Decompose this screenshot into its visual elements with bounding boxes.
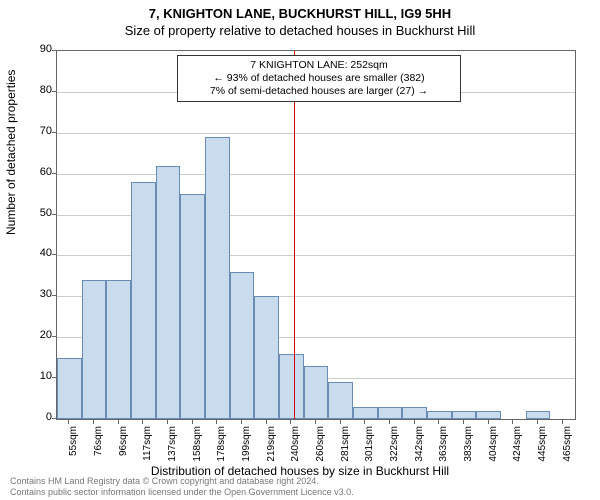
histogram-bar: [304, 366, 329, 419]
x-tick-label: 383sqm: [463, 426, 474, 476]
x-tick-mark: [537, 420, 538, 424]
histogram-bar: [476, 411, 501, 419]
y-tick-label: 90: [22, 43, 52, 55]
x-tick-label: 342sqm: [414, 426, 425, 476]
y-tick-label: 50: [22, 207, 52, 219]
x-tick-label: 219sqm: [266, 426, 277, 476]
histogram-bar: [452, 411, 477, 419]
gridline: [57, 133, 575, 134]
x-tick-mark: [68, 420, 69, 424]
x-tick-mark: [216, 420, 217, 424]
y-tick-label: 40: [22, 247, 52, 259]
gridline: [57, 174, 575, 175]
y-tick-mark: [52, 336, 56, 337]
y-tick-mark: [52, 254, 56, 255]
x-tick-label: 301sqm: [364, 426, 375, 476]
x-tick-mark: [167, 420, 168, 424]
x-tick-mark: [118, 420, 119, 424]
x-tick-mark: [241, 420, 242, 424]
x-tick-mark: [562, 420, 563, 424]
credits: Contains HM Land Registry data © Crown c…: [10, 476, 354, 498]
x-tick-label: 96sqm: [118, 426, 129, 476]
y-tick-label: 10: [22, 370, 52, 382]
histogram-bar: [402, 407, 427, 419]
x-tick-label: 178sqm: [216, 426, 227, 476]
x-tick-mark: [315, 420, 316, 424]
x-tick-mark: [340, 420, 341, 424]
x-tick-label: 281sqm: [340, 426, 351, 476]
reference-line: [294, 51, 295, 419]
x-tick-mark: [414, 420, 415, 424]
x-tick-label: 445sqm: [537, 426, 548, 476]
y-tick-label: 70: [22, 125, 52, 137]
x-tick-label: 55sqm: [68, 426, 79, 476]
histogram-bar: [106, 280, 131, 419]
chart-title-sub: Size of property relative to detached ho…: [0, 21, 600, 38]
histogram-bar: [230, 272, 255, 419]
y-tick-mark: [52, 418, 56, 419]
credits-line-2: Contains public sector information licen…: [10, 487, 354, 498]
y-tick-label: 20: [22, 329, 52, 341]
y-tick-mark: [52, 91, 56, 92]
y-tick-mark: [52, 50, 56, 51]
x-tick-mark: [266, 420, 267, 424]
x-tick-mark: [142, 420, 143, 424]
histogram-bar: [526, 411, 551, 419]
x-tick-label: 404sqm: [488, 426, 499, 476]
y-tick-mark: [52, 132, 56, 133]
x-tick-mark: [463, 420, 464, 424]
histogram-bar: [279, 354, 304, 419]
y-tick-label: 80: [22, 84, 52, 96]
x-tick-mark: [389, 420, 390, 424]
y-tick-label: 60: [22, 166, 52, 178]
annotation-line-2: ← 93% of detached houses are smaller (38…: [184, 72, 454, 85]
histogram-bar: [427, 411, 452, 419]
y-tick-mark: [52, 214, 56, 215]
x-tick-mark: [438, 420, 439, 424]
x-tick-mark: [488, 420, 489, 424]
y-tick-mark: [52, 377, 56, 378]
histogram-bar: [131, 182, 156, 419]
histogram-bar: [353, 407, 378, 419]
x-tick-label: 260sqm: [315, 426, 326, 476]
x-tick-mark: [512, 420, 513, 424]
histogram-bar: [57, 358, 82, 419]
histogram-bar: [82, 280, 107, 419]
credits-line-1: Contains HM Land Registry data © Crown c…: [10, 476, 354, 487]
y-tick-mark: [52, 295, 56, 296]
x-tick-label: 424sqm: [512, 426, 523, 476]
histogram-bar: [205, 137, 230, 419]
x-tick-label: 199sqm: [241, 426, 252, 476]
histogram-bar: [180, 194, 205, 419]
annotation-line-3: 7% of semi-detached houses are larger (2…: [184, 85, 454, 98]
y-tick-label: 0: [22, 411, 52, 423]
y-tick-mark: [52, 173, 56, 174]
x-tick-label: 465sqm: [562, 426, 573, 476]
x-tick-label: 240sqm: [290, 426, 301, 476]
plot-area: 7 KNIGHTON LANE: 252sqm ← 93% of detache…: [56, 50, 576, 420]
x-tick-label: 137sqm: [167, 426, 178, 476]
x-tick-label: 322sqm: [389, 426, 400, 476]
histogram-bar: [378, 407, 403, 419]
histogram-bar: [254, 296, 279, 419]
chart-title-main: 7, KNIGHTON LANE, BUCKHURST HILL, IG9 5H…: [0, 0, 600, 21]
x-tick-mark: [192, 420, 193, 424]
x-tick-label: 76sqm: [93, 426, 104, 476]
x-tick-mark: [290, 420, 291, 424]
x-tick-label: 158sqm: [192, 426, 203, 476]
histogram-bar: [156, 166, 181, 420]
histogram-bar: [328, 382, 353, 419]
x-tick-label: 363sqm: [438, 426, 449, 476]
x-tick-label: 117sqm: [142, 426, 153, 476]
annotation-box: 7 KNIGHTON LANE: 252sqm ← 93% of detache…: [177, 55, 461, 102]
chart-container: 7, KNIGHTON LANE, BUCKHURST HILL, IG9 5H…: [0, 0, 600, 500]
x-tick-mark: [93, 420, 94, 424]
y-axis-label: Number of detached properties: [4, 70, 18, 235]
annotation-line-1: 7 KNIGHTON LANE: 252sqm: [184, 59, 454, 72]
y-tick-label: 30: [22, 288, 52, 300]
x-tick-mark: [364, 420, 365, 424]
